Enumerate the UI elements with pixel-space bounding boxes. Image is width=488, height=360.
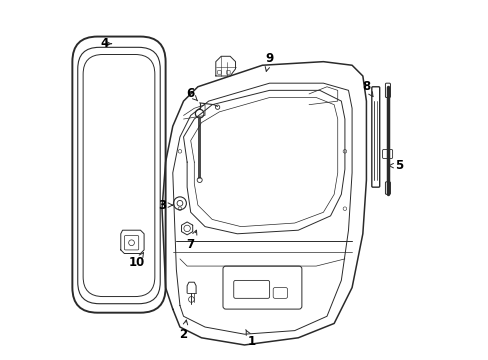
Text: 8: 8: [362, 80, 372, 96]
Text: 3: 3: [158, 199, 172, 212]
Text: 5: 5: [388, 159, 402, 172]
Text: 6: 6: [186, 87, 197, 101]
Text: 10: 10: [128, 253, 145, 269]
Text: 9: 9: [264, 51, 273, 71]
FancyBboxPatch shape: [385, 182, 389, 194]
Text: 4: 4: [101, 37, 111, 50]
Text: 2: 2: [179, 320, 187, 341]
Text: 1: 1: [245, 330, 255, 348]
FancyBboxPatch shape: [385, 83, 389, 98]
Text: 7: 7: [186, 230, 197, 251]
